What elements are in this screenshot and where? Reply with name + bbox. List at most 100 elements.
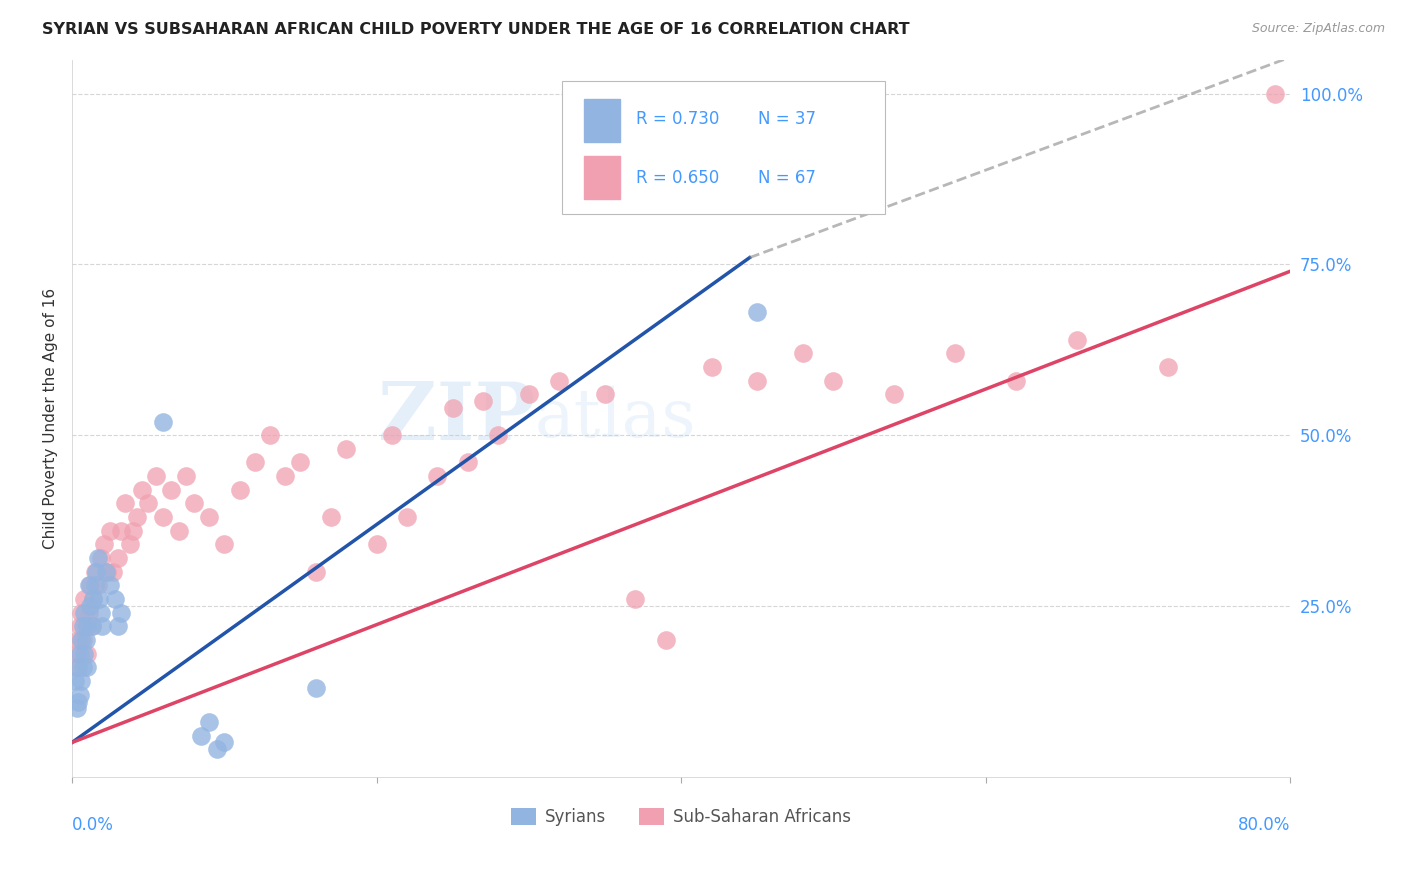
Text: 80.0%: 80.0% — [1237, 816, 1291, 834]
Point — [214, 735, 236, 749]
Point — [198, 510, 221, 524]
Point — [69, 688, 91, 702]
Point — [75, 619, 97, 633]
Point — [190, 729, 212, 743]
Point — [98, 578, 121, 592]
Point — [160, 483, 183, 497]
Point — [198, 714, 221, 729]
Point — [593, 387, 616, 401]
Point — [174, 469, 197, 483]
Point — [69, 619, 91, 633]
Point — [107, 551, 129, 566]
FancyBboxPatch shape — [562, 81, 884, 214]
Point — [63, 660, 86, 674]
Point — [67, 633, 90, 648]
Point — [304, 565, 326, 579]
Point — [243, 455, 266, 469]
Point — [823, 374, 845, 388]
Point — [73, 647, 96, 661]
Point — [441, 401, 464, 415]
Point — [366, 537, 388, 551]
Point — [747, 305, 769, 319]
Point — [127, 510, 149, 524]
Point — [76, 660, 98, 674]
Point — [131, 483, 153, 497]
Point — [214, 537, 236, 551]
Point — [73, 606, 96, 620]
Point — [75, 633, 97, 648]
Point — [83, 578, 105, 592]
Point — [259, 428, 281, 442]
Point — [655, 633, 678, 648]
Point — [86, 565, 108, 579]
Point — [90, 606, 112, 620]
Point — [70, 633, 93, 648]
Point — [1264, 87, 1286, 101]
Point — [80, 619, 103, 633]
Point — [70, 606, 93, 620]
Point — [110, 524, 132, 538]
Point — [1005, 374, 1028, 388]
Point — [104, 592, 127, 607]
Point — [110, 606, 132, 620]
Point — [381, 428, 404, 442]
Point — [70, 673, 93, 688]
Point — [114, 496, 136, 510]
Text: 0.0%: 0.0% — [72, 816, 114, 834]
Text: N = 67: N = 67 — [758, 169, 815, 187]
Text: Source: ZipAtlas.com: Source: ZipAtlas.com — [1251, 22, 1385, 36]
Point — [486, 428, 509, 442]
Point — [77, 578, 100, 592]
Point — [63, 673, 86, 688]
Text: R = 0.650: R = 0.650 — [636, 169, 720, 187]
Point — [304, 681, 326, 695]
Point — [89, 592, 111, 607]
Point — [472, 394, 495, 409]
Point — [76, 647, 98, 661]
Point — [101, 565, 124, 579]
Point — [72, 633, 94, 648]
Point — [87, 578, 110, 592]
Point — [82, 592, 104, 607]
Point — [274, 469, 297, 483]
Point — [1066, 333, 1088, 347]
Point — [98, 524, 121, 538]
Point — [426, 469, 449, 483]
Point — [72, 619, 94, 633]
Point — [65, 701, 87, 715]
Text: N = 37: N = 37 — [758, 110, 815, 128]
Point — [395, 510, 418, 524]
Bar — [583, 156, 620, 200]
Point — [183, 496, 205, 510]
Point — [205, 742, 228, 756]
Point — [76, 619, 98, 633]
Point — [1157, 359, 1180, 374]
Bar — [583, 99, 620, 142]
Point — [67, 660, 90, 674]
Point — [792, 346, 814, 360]
Point — [335, 442, 357, 456]
Point — [65, 647, 87, 661]
Point — [93, 537, 115, 551]
Y-axis label: Child Poverty Under the Age of 16: Child Poverty Under the Age of 16 — [44, 287, 58, 549]
Text: ZIP: ZIP — [378, 379, 534, 457]
Point — [152, 510, 174, 524]
Point — [82, 592, 104, 607]
Point — [624, 592, 647, 607]
Point — [94, 565, 117, 579]
Point — [87, 551, 110, 566]
Point — [145, 469, 167, 483]
Text: R = 0.730: R = 0.730 — [636, 110, 720, 128]
Point — [136, 496, 159, 510]
Text: atlas: atlas — [534, 385, 696, 450]
Text: SYRIAN VS SUBSAHARAN AFRICAN CHILD POVERTY UNDER THE AGE OF 16 CORRELATION CHART: SYRIAN VS SUBSAHARAN AFRICAN CHILD POVER… — [42, 22, 910, 37]
Point — [290, 455, 312, 469]
Point — [77, 606, 100, 620]
Legend: Syrians, Sub-Saharan Africans: Syrians, Sub-Saharan Africans — [505, 801, 858, 833]
Point — [457, 455, 479, 469]
Point — [83, 565, 105, 579]
Point — [747, 374, 769, 388]
Point — [79, 578, 101, 592]
Point — [228, 483, 250, 497]
Point — [73, 592, 96, 607]
